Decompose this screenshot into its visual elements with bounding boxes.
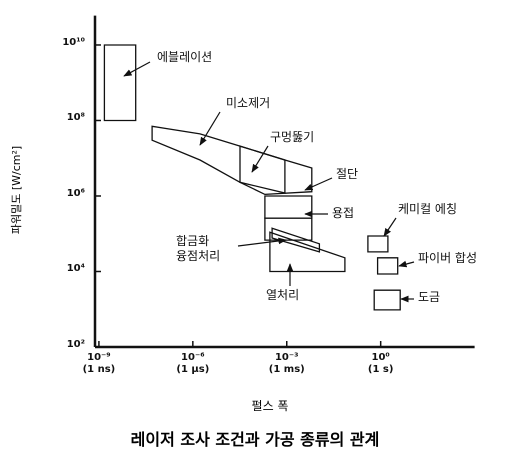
region [373, 289, 401, 311]
region [264, 195, 313, 219]
region-label: 미소제거 [226, 96, 271, 110]
x-axis-label: 펄스 폭 [252, 399, 289, 413]
region [151, 125, 313, 196]
region [376, 257, 399, 275]
region-label: 에블레이션 [157, 50, 213, 64]
label-arrow [304, 177, 333, 191]
region-label: 열처리 [266, 288, 300, 302]
y-tick-label: 10² [66, 339, 85, 350]
x-tick-label: 10⁰ (1 s) [367, 352, 394, 375]
label-arrow [251, 145, 269, 173]
label-arrow [123, 61, 151, 77]
region-label: 절단 [336, 167, 359, 181]
x-tick-label: 10⁻³ (1 ms) [268, 352, 305, 375]
y-tick-label: 10¹⁰ [62, 36, 85, 48]
caption: 레이저 조사 조건과 가공 종류의 관계 [131, 430, 380, 449]
y-tick-label: 10⁴ [66, 263, 85, 275]
region [239, 145, 286, 194]
region [269, 231, 346, 273]
y-tick-label: 10⁸ [66, 112, 85, 124]
region-label: 구멍뚫기 [270, 130, 315, 144]
label-arrow [398, 260, 415, 268]
x-tick-label: 10⁻⁹ (1 ns) [82, 352, 116, 375]
region-label: 용접 [332, 206, 355, 220]
x-tick-label: 10⁻⁶ (1 μs) [176, 352, 210, 375]
label-arrow [199, 111, 221, 146]
region-label: 케미컬 에칭 [398, 202, 458, 216]
region [264, 217, 313, 241]
region [103, 44, 137, 122]
region-label: 합금화 융점처리 [176, 234, 221, 263]
region-label: 파이버 합성 [418, 251, 478, 265]
y-tick-label: 10⁶ [66, 187, 85, 199]
region [367, 235, 389, 253]
label-arrow [383, 217, 397, 237]
label-arrow [237, 237, 287, 247]
y-axis-label: 파워밀도 [W/cm²] [10, 146, 23, 234]
region-label: 도금 [418, 290, 441, 304]
region [271, 227, 321, 253]
